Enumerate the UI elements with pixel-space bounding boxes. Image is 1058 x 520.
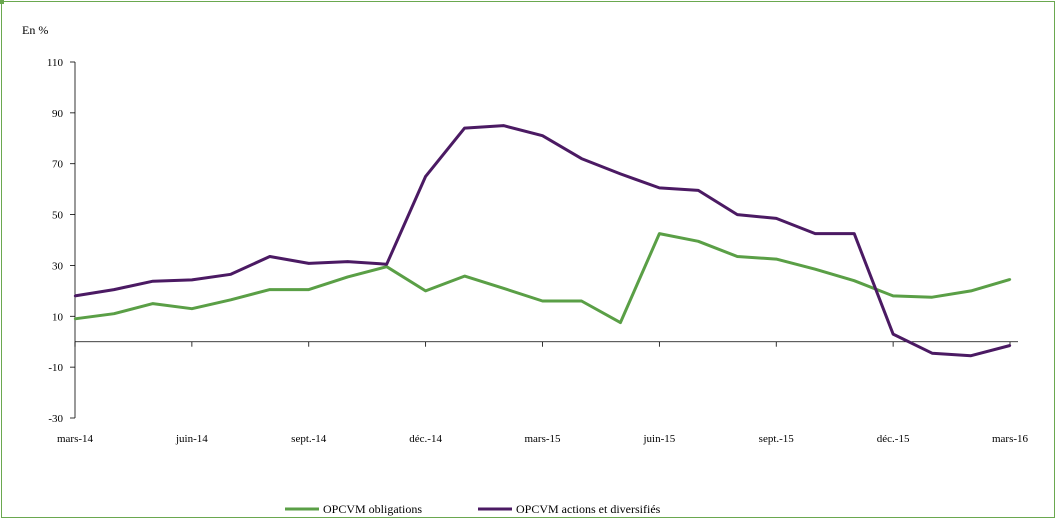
x-tick-label: déc.-15 xyxy=(877,433,910,445)
corner-marker xyxy=(0,0,4,4)
y-tick-label: 90 xyxy=(52,108,64,120)
data-point xyxy=(580,157,583,160)
data-point xyxy=(619,172,622,176)
data-point xyxy=(1008,278,1012,281)
data-point xyxy=(736,213,739,216)
data-point xyxy=(73,317,77,321)
data-point xyxy=(229,273,233,276)
data-point xyxy=(502,124,505,127)
data-point xyxy=(1008,344,1012,347)
data-point xyxy=(463,274,466,278)
data-point xyxy=(852,279,856,282)
data-point xyxy=(969,289,973,293)
data-point xyxy=(307,288,310,291)
axes: -30 -10 10 30 50 70 90 110 mars-14 juin-14 sept.-1… xyxy=(47,57,1029,445)
data-point xyxy=(463,126,466,130)
data-point xyxy=(502,287,505,290)
data-point xyxy=(112,312,116,315)
series-line xyxy=(74,232,1011,325)
legend: OPCVM obligations OPCVM actions et divers… xyxy=(285,502,661,516)
x-tick-label: déc.-14 xyxy=(409,433,442,445)
y-tick-label: 110 xyxy=(47,57,64,69)
y-tick-label: -10 xyxy=(48,362,63,374)
data-point xyxy=(385,262,388,266)
data-point xyxy=(814,268,817,271)
data-point xyxy=(151,279,155,283)
data-point xyxy=(658,186,661,190)
data-point xyxy=(969,354,973,357)
data-point xyxy=(307,262,310,265)
y-unit-label: En % xyxy=(22,23,48,37)
data-point xyxy=(775,257,778,261)
data-point xyxy=(190,278,194,282)
x-tick-label: mars-15 xyxy=(524,433,561,445)
data-point xyxy=(891,294,895,298)
x-tick-label: mars-16 xyxy=(992,433,1029,445)
data-point xyxy=(697,240,700,243)
y-tick-label: 30 xyxy=(52,260,64,272)
data-point xyxy=(385,265,388,268)
data-point xyxy=(736,255,739,258)
x-tick-label: juin-15 xyxy=(642,433,675,445)
data-point xyxy=(619,321,622,324)
x-tick-label: sept.-14 xyxy=(291,433,327,445)
legend-label: OPCVM obligations xyxy=(323,502,422,516)
x-tick-label: mars-14 xyxy=(57,433,94,445)
data-point xyxy=(814,232,817,235)
data-point xyxy=(190,307,194,310)
legend-label: OPCVM actions et diversifiés xyxy=(516,502,661,516)
x-tick-label: sept.-15 xyxy=(759,433,795,445)
y-tick-label: -30 xyxy=(48,413,63,425)
data-point xyxy=(151,302,155,305)
data-point xyxy=(268,255,271,258)
series-lines xyxy=(73,124,1012,358)
y-tick-label: 10 xyxy=(52,311,64,323)
data-point xyxy=(229,298,233,301)
x-tick-label: juin-14 xyxy=(175,433,208,445)
data-point xyxy=(658,232,661,235)
series-line xyxy=(74,124,1011,358)
data-point xyxy=(424,289,427,293)
data-point xyxy=(852,232,856,235)
data-point xyxy=(346,275,349,279)
y-tick-label: 70 xyxy=(52,159,64,171)
data-point xyxy=(930,296,934,299)
data-point xyxy=(580,299,583,303)
data-point xyxy=(73,294,77,298)
data-point xyxy=(930,351,934,355)
data-point xyxy=(541,134,544,137)
data-point xyxy=(268,288,271,291)
y-tick-label: 50 xyxy=(52,210,64,222)
data-point xyxy=(541,299,544,303)
data-point xyxy=(697,189,700,192)
data-point xyxy=(891,332,895,336)
data-point xyxy=(775,217,778,220)
data-point xyxy=(424,175,427,178)
data-point xyxy=(346,260,349,263)
data-point xyxy=(112,288,116,291)
